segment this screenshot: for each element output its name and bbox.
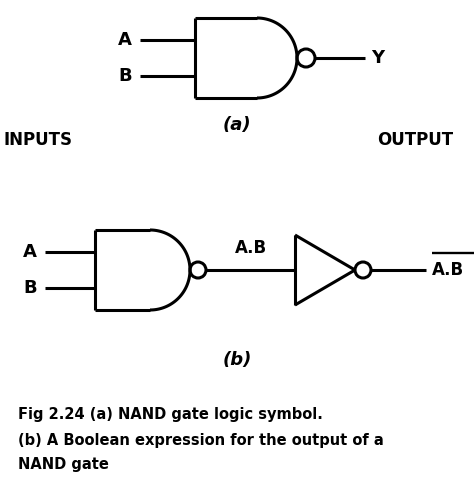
Text: B: B bbox=[23, 279, 37, 297]
Text: OUTPUT: OUTPUT bbox=[377, 131, 453, 149]
Text: NAND gate: NAND gate bbox=[18, 457, 109, 472]
Text: B: B bbox=[118, 67, 132, 85]
Text: A.B: A.B bbox=[432, 261, 464, 279]
Text: INPUTS: INPUTS bbox=[3, 131, 73, 149]
Text: A: A bbox=[118, 32, 132, 50]
Text: Y: Y bbox=[371, 49, 384, 67]
Text: (b): (b) bbox=[222, 351, 252, 369]
Text: (b) A Boolean expression for the output of a: (b) A Boolean expression for the output … bbox=[18, 432, 384, 447]
Text: (a): (a) bbox=[223, 116, 251, 134]
Text: A.B: A.B bbox=[235, 239, 266, 257]
Text: Fig 2.24 (a) NAND gate logic symbol.: Fig 2.24 (a) NAND gate logic symbol. bbox=[18, 407, 323, 422]
Text: A: A bbox=[23, 243, 37, 262]
